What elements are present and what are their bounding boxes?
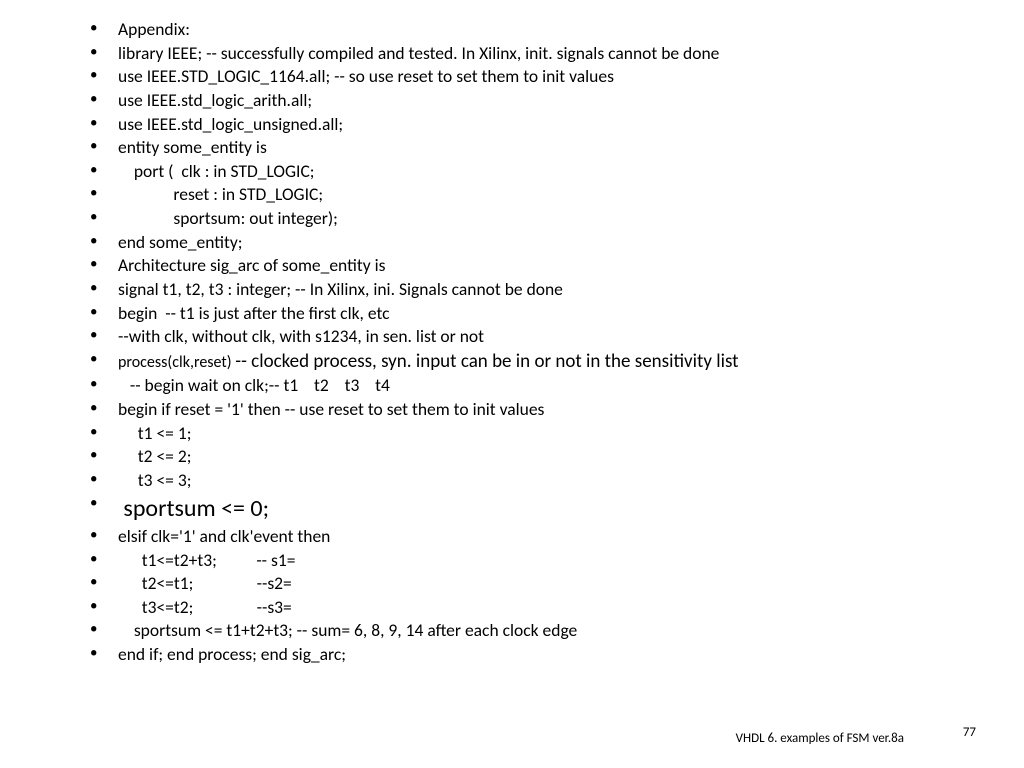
code-line: end some_entity; bbox=[90, 231, 984, 255]
code-line: entity some_entity is bbox=[90, 136, 984, 160]
code-line: end if; end process; end sig_arc; bbox=[90, 643, 984, 667]
code-line: reset : in STD_LOGIC; bbox=[90, 183, 984, 207]
code-line: elsif clk='1' and clk'event then bbox=[90, 525, 984, 549]
code-line: use IEEE.std_logic_unsigned.all; bbox=[90, 113, 984, 137]
footer-text: VHDL 6. examples of FSM ver.8a bbox=[736, 731, 904, 746]
code-text: -- clocked process, syn. input can be in… bbox=[235, 350, 738, 373]
code-line: begin if reset = '1' then -- use reset t… bbox=[90, 398, 984, 422]
code-line: sportsum: out integer); bbox=[90, 207, 984, 231]
page-number: 77 bbox=[963, 725, 976, 740]
code-line: sportsum <= t1+t2+t3; -- sum= 6, 8, 9, 1… bbox=[90, 619, 984, 643]
code-line: t2 <= 2; bbox=[90, 445, 984, 469]
code-line: --with clk, without clk, with s1234, in … bbox=[90, 325, 984, 349]
code-line: t1 <= 1; bbox=[90, 422, 984, 446]
code-line: use IEEE.std_logic_arith.all; bbox=[90, 89, 984, 113]
code-line: t1<=t2+t3; -- s1= bbox=[90, 549, 984, 573]
code-line: begin -- t1 is just after the first clk,… bbox=[90, 302, 984, 326]
code-line: signal t1, t2, t3 : integer; -- In Xilin… bbox=[90, 278, 984, 302]
code-line: -- begin wait on clk;-- t1 t2 t3 t4 bbox=[90, 374, 984, 398]
code-line: use IEEE.STD_LOGIC_1164.all; -- so use r… bbox=[90, 65, 984, 89]
code-text: process(clk,reset) bbox=[118, 353, 235, 372]
code-line: port ( clk : in STD_LOGIC; bbox=[90, 160, 984, 184]
code-line: Appendix: bbox=[90, 18, 984, 42]
code-line: library IEEE; -- successfully compiled a… bbox=[90, 42, 984, 66]
code-line: t3 <= 3; bbox=[90, 469, 984, 493]
code-line: Architecture sig_arc of some_entity is bbox=[90, 254, 984, 278]
code-list: Appendix:library IEEE; -- successfully c… bbox=[90, 18, 984, 667]
code-line: sportsum <= 0; bbox=[90, 493, 984, 525]
code-line: process(clk,reset) -- clocked process, s… bbox=[90, 349, 984, 375]
code-line: t3<=t2; --s3= bbox=[90, 596, 984, 620]
slide: Appendix:library IEEE; -- successfully c… bbox=[0, 0, 1024, 768]
code-line: t2<=t1; --s2= bbox=[90, 572, 984, 596]
